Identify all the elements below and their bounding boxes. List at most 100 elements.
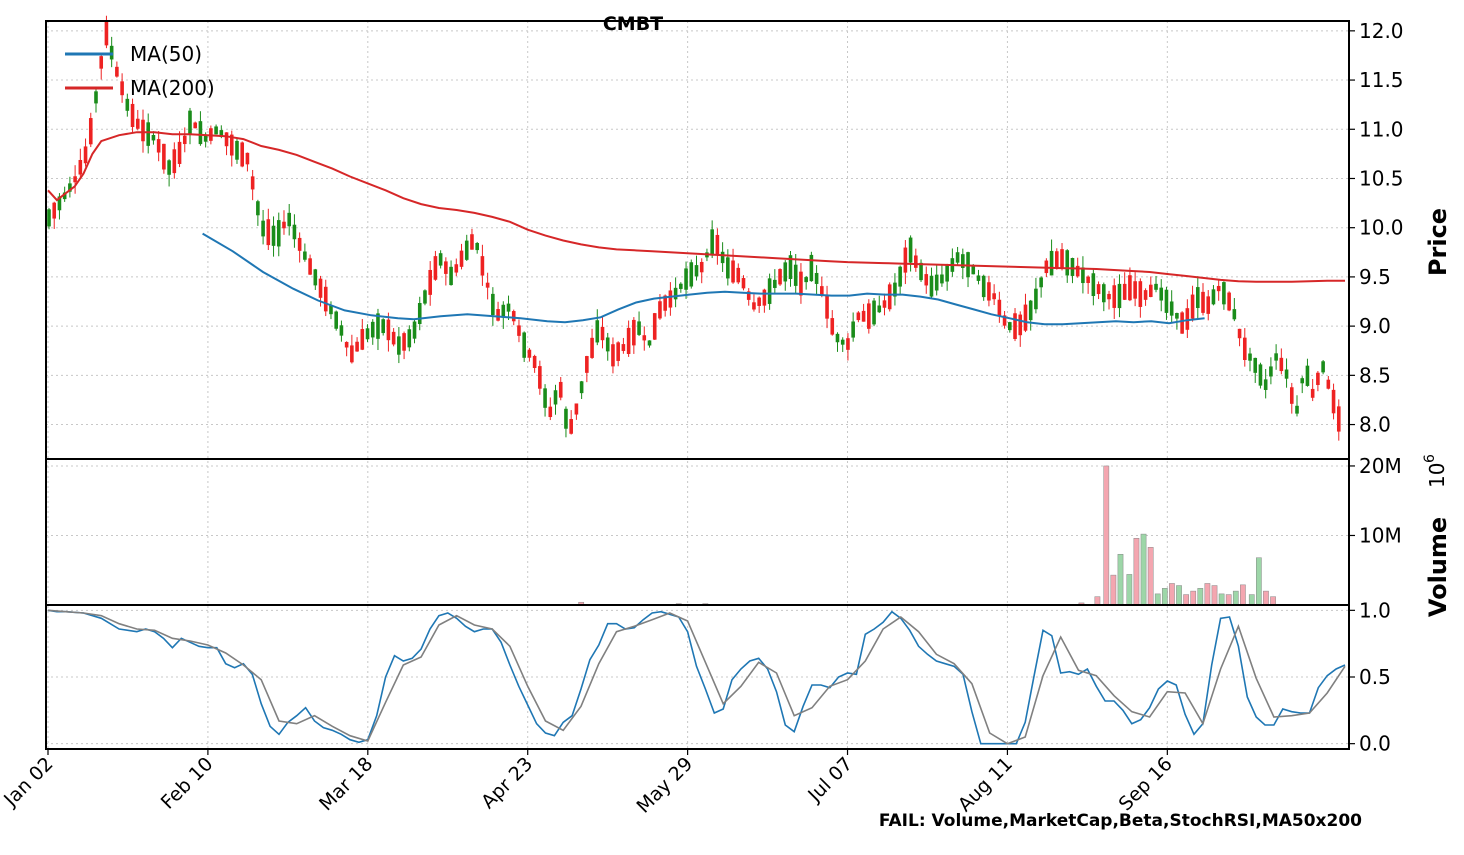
candle — [464, 234, 469, 261]
volume-bar — [1218, 593, 1225, 606]
candle — [1263, 368, 1268, 399]
candle-body — [1065, 250, 1070, 276]
candle-body — [830, 318, 835, 335]
candle — [632, 317, 636, 354]
candle-body — [590, 337, 594, 358]
price-axis-label: Price — [1424, 208, 1452, 276]
candle — [830, 310, 835, 336]
candle — [1331, 383, 1336, 420]
candle — [1164, 286, 1169, 320]
candle — [981, 274, 986, 301]
x-tick-label: Sep 16 — [1115, 753, 1177, 815]
candle-body — [1081, 267, 1085, 284]
candle-body — [632, 319, 636, 346]
candle — [1211, 285, 1216, 306]
candle — [256, 199, 260, 226]
volume-bar — [1169, 583, 1175, 606]
stoch-tick-label: 0.5 — [1359, 665, 1391, 689]
candle-body — [987, 282, 991, 301]
candle-body — [757, 297, 761, 306]
candle-body — [955, 252, 960, 263]
candle — [1107, 290, 1111, 310]
candle-body — [464, 240, 469, 260]
candle-body — [1138, 281, 1143, 307]
candle-body — [313, 269, 318, 286]
candle-body — [135, 118, 140, 129]
candle — [715, 228, 720, 265]
candle-body — [329, 305, 333, 315]
candle-body — [652, 313, 657, 340]
stoch-d-line — [47, 609, 1346, 745]
candle — [1138, 278, 1143, 318]
candle — [47, 207, 51, 230]
candle — [976, 269, 981, 285]
candle-body — [219, 130, 224, 137]
volume-bar — [1126, 574, 1133, 606]
candle — [731, 248, 735, 284]
candle — [934, 265, 939, 296]
candle — [1326, 375, 1331, 390]
candle — [193, 121, 198, 129]
candle — [141, 109, 145, 153]
candle — [135, 109, 140, 131]
candle-body — [433, 256, 438, 280]
candle-body — [162, 143, 166, 170]
candle-body — [762, 289, 767, 306]
candle — [339, 320, 344, 342]
candle — [1148, 276, 1153, 298]
candle — [898, 265, 902, 296]
candle — [1180, 311, 1184, 334]
candle-body — [840, 339, 845, 345]
candle-body — [1242, 337, 1247, 361]
candle-body — [538, 366, 542, 389]
candle-body — [146, 122, 151, 146]
candle-body — [679, 283, 683, 289]
status-text: FAIL: Volume,MarketCap,Beta,StochRSI,MA5… — [879, 811, 1362, 831]
candle — [720, 242, 725, 272]
candle-body — [825, 295, 829, 319]
candle — [475, 241, 479, 254]
candle-body — [804, 277, 808, 283]
volume-bar — [1232, 590, 1239, 606]
candle-body — [767, 278, 772, 304]
candle — [391, 328, 396, 347]
candle-body — [867, 303, 871, 329]
candle — [762, 288, 767, 313]
candle-body — [736, 267, 741, 283]
candle — [1086, 275, 1090, 294]
candle — [423, 289, 427, 306]
candle-body — [438, 253, 443, 266]
candle — [214, 124, 218, 135]
candle-body — [1101, 284, 1106, 303]
candle-body — [961, 254, 965, 268]
candle — [887, 282, 892, 312]
candle-body — [809, 254, 814, 282]
candle — [793, 253, 798, 295]
candle — [386, 312, 391, 352]
candle-body — [376, 313, 380, 339]
candle-body — [1117, 283, 1122, 309]
candle-body — [861, 310, 866, 322]
candle-body — [1190, 294, 1195, 319]
candle-body — [417, 303, 422, 325]
candle — [250, 169, 255, 201]
volume-bar — [1248, 594, 1255, 606]
candle — [360, 318, 365, 351]
candle — [1237, 328, 1242, 347]
candle — [1269, 357, 1273, 385]
candle-body — [224, 132, 229, 147]
candle-body — [297, 237, 302, 251]
candle-body — [391, 331, 396, 345]
candle — [1013, 308, 1017, 342]
candle-body — [1180, 312, 1184, 334]
candle — [955, 246, 960, 265]
candle — [407, 325, 412, 352]
candle — [908, 235, 913, 272]
volume-bar — [1110, 574, 1117, 606]
candle — [1034, 277, 1038, 314]
candle-body — [647, 340, 652, 346]
candle — [1321, 360, 1325, 375]
candle — [506, 295, 511, 320]
candle — [412, 320, 417, 344]
price-panel — [47, 15, 1345, 441]
